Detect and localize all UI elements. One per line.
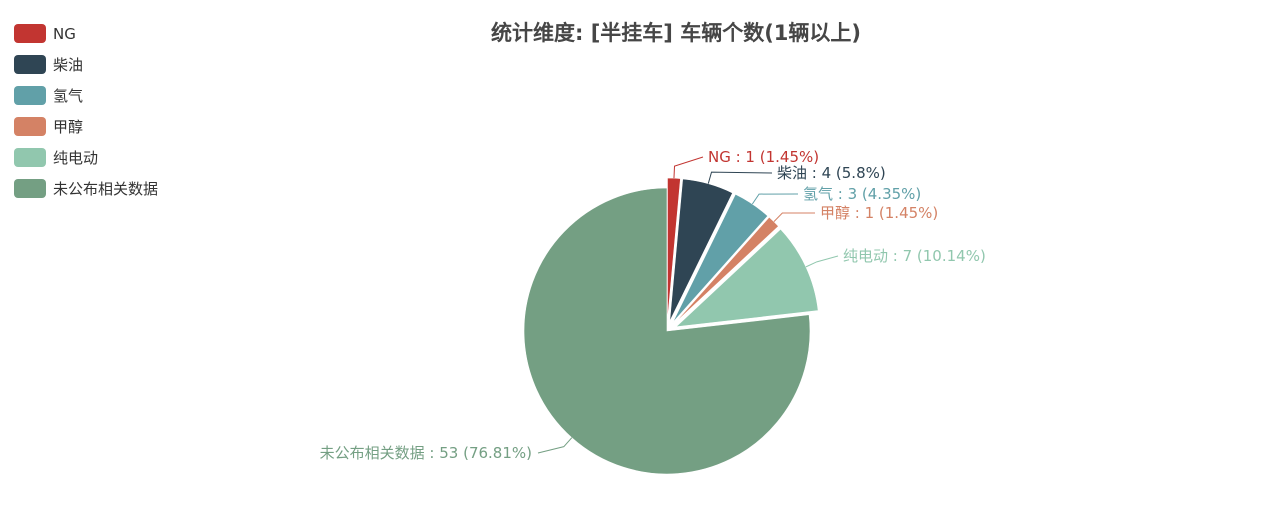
data-label-undisclosed: 未公布相关数据 : 53 (76.81%): [320, 444, 532, 462]
data-label-methanol: 甲醇 : 1 (1.45%): [820, 204, 938, 222]
legend-item-hydrogen[interactable]: 氢气: [14, 80, 158, 111]
leader-line-electric: [805, 255, 839, 268]
legend-label: 氢气: [53, 87, 84, 105]
legend-swatch: [14, 179, 46, 198]
legend-swatch: [14, 24, 46, 43]
pie-slice-undisclosed[interactable]: [523, 187, 811, 475]
legend-swatch: [14, 117, 46, 136]
legend-label: 柴油: [53, 56, 84, 74]
data-label-hydrogen: 氢气 : 3 (4.35%): [803, 185, 921, 203]
pie-slice-hydrogen[interactable]: [672, 193, 769, 323]
leader-line-diesel: [707, 171, 773, 184]
leader-line-ng: [673, 156, 704, 179]
legend-swatch: [14, 86, 46, 105]
leader-line-hydrogen: [751, 193, 799, 205]
legend-item-diesel[interactable]: 柴油: [14, 49, 158, 80]
legend-label: 纯电动: [53, 149, 99, 167]
data-label-electric: 纯电动 : 7 (10.14%): [843, 247, 986, 265]
leader-line-methanol: [773, 212, 816, 222]
legend-swatch: [14, 55, 46, 74]
pie-slice-diesel[interactable]: [669, 178, 733, 322]
legend: NG 柴油 氢气 甲醇 纯电动 未公布相关数据: [14, 18, 158, 204]
data-label-ng: NG : 1 (1.45%): [708, 148, 819, 166]
chart-title: 统计维度: [半挂车] 车辆个数(1辆以上): [490, 21, 862, 45]
legend-swatch: [14, 148, 46, 167]
legend-item-ng[interactable]: NG: [14, 18, 158, 49]
legend-label: NG: [53, 24, 76, 43]
legend-label: 甲醇: [53, 118, 84, 136]
data-label-diesel: 柴油 : 4 (5.8%): [777, 164, 886, 182]
legend-item-electric[interactable]: 纯电动: [14, 142, 158, 173]
pie-slice-methanol[interactable]: [673, 216, 779, 325]
legend-label: 未公布相关数据: [53, 180, 159, 198]
leader-line-undisclosed: [537, 437, 573, 454]
legend-item-undisclosed[interactable]: 未公布相关数据: [14, 173, 158, 204]
legend-item-methanol[interactable]: 甲醇: [14, 111, 158, 142]
